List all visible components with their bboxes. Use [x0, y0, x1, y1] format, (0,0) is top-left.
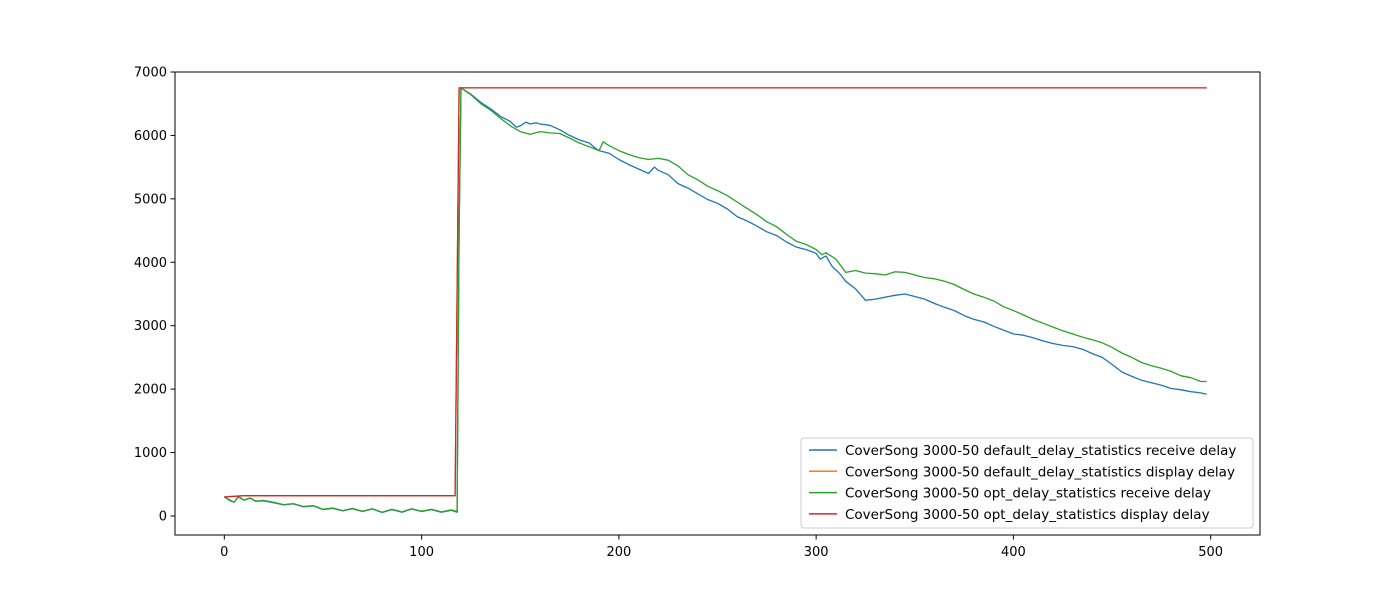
- series-line-4: [224, 87, 1207, 498]
- y-tick-label: 1000: [134, 446, 167, 461]
- y-tick-label: 4000: [134, 256, 167, 271]
- x-tick-label: 0: [220, 545, 228, 560]
- y-tick-label: 7000: [134, 66, 167, 81]
- y-tick-label: 5000: [134, 192, 167, 207]
- y-tick-label: 0: [159, 509, 167, 524]
- legend-label-1: CoverSong 3000-50 default_delay_statisti…: [845, 443, 1236, 459]
- y-tick-label: 3000: [134, 319, 167, 334]
- plot-frame: [174, 71, 1261, 536]
- legend-label-2: CoverSong 3000-50 default_delay_statisti…: [845, 464, 1235, 480]
- y-tick-label: 6000: [134, 129, 167, 144]
- legend: CoverSong 3000-50 default_delay_statisti…: [800, 437, 1254, 529]
- y-tick-label: 2000: [134, 383, 167, 398]
- legend-label-4: CoverSong 3000-50 opt_delay_statistics d…: [845, 507, 1210, 523]
- series-layer: [223, 87, 1207, 514]
- x-tick-label: 100: [409, 545, 434, 560]
- series-line-3: [223, 87, 1207, 513]
- legend-box: [800, 437, 1254, 529]
- x-tick-label: 500: [1198, 545, 1223, 560]
- x-tick-label: 300: [804, 545, 829, 560]
- x-tick-label: 400: [1001, 545, 1026, 560]
- x-tick-label: 200: [606, 545, 631, 560]
- axes-layer: 0 100 200 300 400 500010002000300040005000600…: [134, 66, 1223, 561]
- legend-label-3: CoverSong 3000-50 opt_delay_statistics r…: [845, 486, 1211, 502]
